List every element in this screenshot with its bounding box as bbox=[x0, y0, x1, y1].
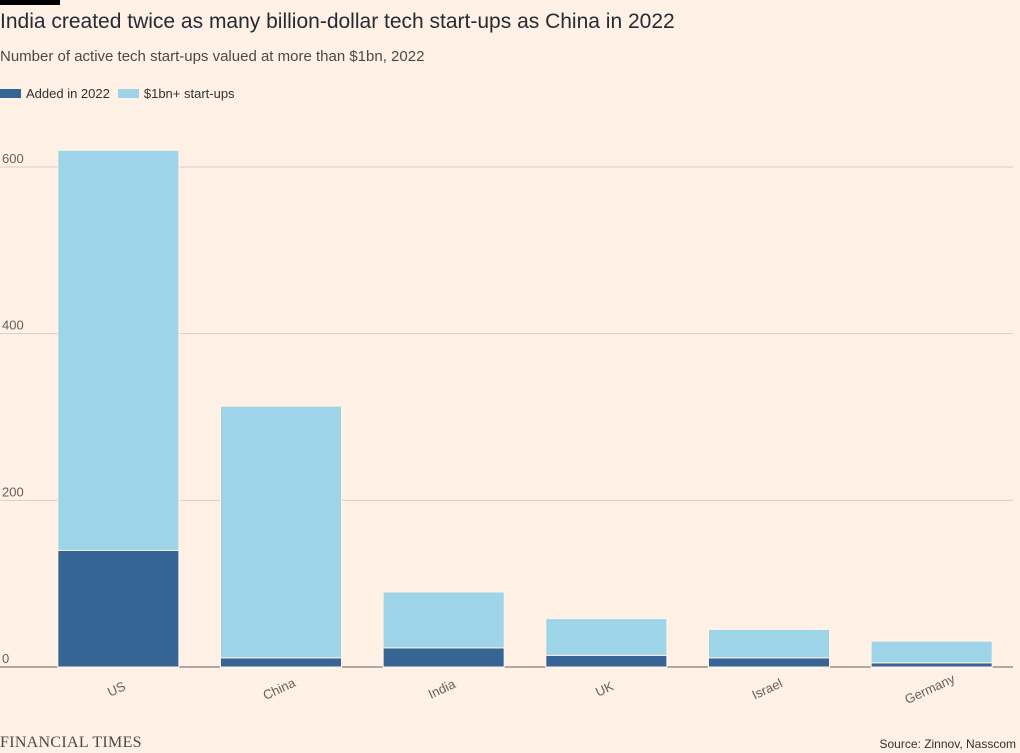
bar-india-added bbox=[382, 647, 505, 668]
bar-uk-total bbox=[545, 618, 668, 656]
bar-uk-added bbox=[545, 654, 668, 668]
bar-germany-added bbox=[870, 662, 993, 668]
y-tick-label-400: 400 bbox=[2, 318, 24, 333]
x-tick-label-uk: UK bbox=[593, 678, 616, 699]
bar-india-total bbox=[382, 591, 505, 649]
bar-us-added bbox=[57, 549, 180, 668]
bar-germany-total bbox=[870, 640, 993, 664]
x-tick-label-india: India bbox=[426, 676, 459, 702]
x-tick-label-israel: Israel bbox=[750, 675, 785, 702]
bar-us-total bbox=[57, 149, 180, 551]
bar-china-added bbox=[220, 657, 342, 668]
legend: Added in 2022 $1bn+ start-ups bbox=[0, 86, 243, 101]
legend-label-total: $1bn+ start-ups bbox=[143, 86, 235, 101]
y-tick-label-200: 200 bbox=[2, 484, 24, 499]
x-tick-label-germany: Germany bbox=[902, 671, 957, 707]
bar-israel-total bbox=[708, 629, 830, 659]
chart-title: India created twice as many billion-doll… bbox=[0, 10, 675, 33]
bar-israel-added bbox=[708, 657, 830, 668]
bar-china-total bbox=[220, 405, 342, 659]
legend-swatch-added bbox=[0, 89, 21, 98]
x-tick-label-us: US bbox=[105, 678, 128, 699]
legend-swatch-total bbox=[117, 89, 139, 98]
x-tick-label-china: China bbox=[261, 675, 299, 703]
top-accent-bar bbox=[0, 0, 60, 5]
ft-logo: FINANCIAL TIMES bbox=[0, 734, 142, 751]
chart-subtitle: Number of active tech start-ups valued a… bbox=[0, 48, 425, 65]
legend-item-added: Added in 2022 bbox=[0, 86, 110, 101]
legend-item-total: $1bn+ start-ups bbox=[117, 86, 235, 101]
source-note: Source: Zinnov, Nasscom bbox=[879, 737, 1017, 751]
y-tick-label-600: 600 bbox=[2, 151, 24, 166]
legend-label-added: Added in 2022 bbox=[26, 86, 110, 101]
y-tick-label-0: 0 bbox=[2, 651, 9, 666]
